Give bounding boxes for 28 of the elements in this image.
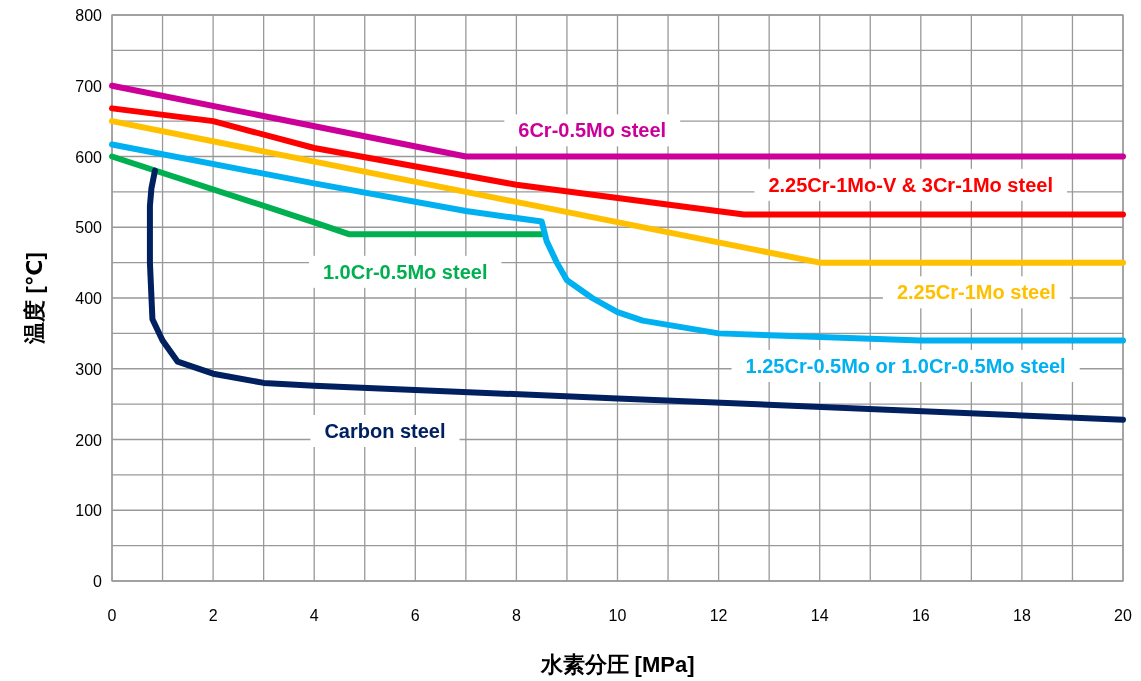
series-label: 2.25Cr-1Mo-V & 3Cr-1Mo steel: [768, 173, 1053, 196]
x-tick-label: 8: [511, 607, 521, 624]
x-tick-label: 12: [709, 607, 728, 624]
y-tick-label: 500: [75, 219, 103, 237]
x-tick-label: 10: [608, 607, 627, 624]
y-tick-label: 100: [75, 502, 103, 520]
y-tick-label: 800: [75, 7, 103, 24]
y-tick-label: 200: [75, 431, 103, 449]
x-tick-label: 18: [1013, 607, 1031, 624]
y-tick-label: 700: [75, 77, 103, 95]
x-tick-label: 2: [208, 607, 218, 624]
y-tick-label: 300: [75, 360, 103, 378]
x-tick-label: 14: [810, 607, 829, 624]
x-tick-label: 20: [1114, 607, 1132, 624]
series-label: 2.25Cr-1Mo steel: [896, 281, 1056, 304]
y-tick-label: 400: [75, 290, 103, 307]
y-tick-label: 0: [93, 573, 103, 590]
x-tick-label: 16: [911, 607, 930, 624]
series-label: 1.0Cr-0.5Mo steel: [322, 260, 488, 283]
y-axis-title: 温度 [℃]: [22, 252, 47, 345]
x-tick-label: 6: [410, 607, 420, 624]
y-tick-label: 600: [75, 148, 103, 166]
x-tick-label: 0: [107, 607, 117, 624]
x-axis-title: 水素分圧 [MPa]: [539, 652, 695, 677]
series-label: Carbon steel: [324, 420, 446, 443]
series-label: 6Cr-0.5Mo steel: [518, 119, 667, 142]
series-label: 1.25Cr-0.5Mo or 1.0Cr-0.5Mo steel: [745, 354, 1066, 377]
x-tick-label: 4: [309, 607, 319, 624]
